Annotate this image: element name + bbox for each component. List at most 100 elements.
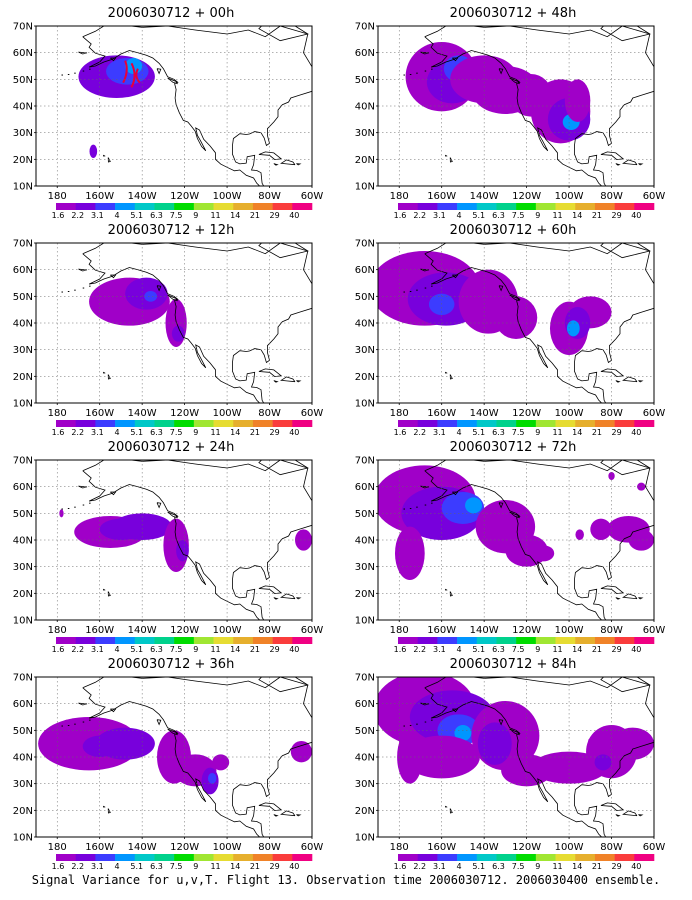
colorbar-swatch xyxy=(56,420,76,427)
colorbar-swatch xyxy=(634,854,655,861)
colorbar-swatch xyxy=(272,637,293,644)
lon-tick-label: 60W xyxy=(643,191,666,202)
lat-tick-label: 70N xyxy=(355,673,375,684)
colorbar-swatch xyxy=(535,420,556,427)
colorbar-level-label: 21 xyxy=(250,211,260,218)
colorbar-level-label: 40 xyxy=(631,862,641,869)
lat-tick-label: 50N xyxy=(13,726,33,737)
colorbar-level-label: 40 xyxy=(631,428,641,435)
colorbar-level-label: 21 xyxy=(592,428,602,435)
colorbar-level-label: 4 xyxy=(457,862,462,869)
colorbar-swatch xyxy=(417,420,438,427)
lat-tick-label: 30N xyxy=(13,345,33,356)
colorbar-level-label: 9 xyxy=(193,645,198,652)
lat-tick-label: 50N xyxy=(13,509,33,520)
colorbar-swatch xyxy=(174,637,195,644)
variance-contour-fill xyxy=(397,730,423,784)
colorbar-swatch xyxy=(154,637,175,644)
colorbar-swatch xyxy=(174,854,195,861)
colorbar-level-label: 14 xyxy=(572,862,582,869)
colorbar-level-label: 29 xyxy=(270,645,280,652)
lon-tick-label: 180 xyxy=(390,408,409,419)
colorbar-swatch xyxy=(174,420,195,427)
lat-tick-label: 40N xyxy=(13,319,33,330)
colorbar-swatch xyxy=(193,203,214,210)
colorbar-level-label: 6.3 xyxy=(150,428,163,435)
colorbar-level-label: 2.2 xyxy=(71,862,84,869)
colorbar-swatch xyxy=(75,637,96,644)
lat-tick-label: 40N xyxy=(355,753,375,764)
panel-title: 2006030712 + 00h xyxy=(107,6,235,21)
colorbar-swatch xyxy=(174,203,195,210)
variance-contour-fill xyxy=(532,545,555,562)
lon-tick-label: 180 xyxy=(48,191,67,202)
colorbar-swatch xyxy=(115,854,136,861)
colorbar-swatch xyxy=(154,854,175,861)
lon-tick-label: 140W xyxy=(470,408,499,419)
colorbar-level-label: 9 xyxy=(535,428,540,435)
panel-title: 2006030712 + 84h xyxy=(449,657,577,672)
panel-title: 2006030712 + 36h xyxy=(107,657,235,672)
lon-tick-label: 160W xyxy=(85,625,114,636)
lon-tick-label: 140W xyxy=(128,625,157,636)
colorbar-swatch xyxy=(555,637,576,644)
colorbar-swatch xyxy=(292,203,313,210)
lat-tick-label: 20N xyxy=(13,589,33,600)
colorbar-level-label: 29 xyxy=(612,211,622,218)
colorbar-swatch xyxy=(292,854,313,861)
lon-tick-label: 140W xyxy=(128,842,157,853)
lon-tick-label: 180 xyxy=(48,625,67,636)
lat-tick-label: 70N xyxy=(355,22,375,33)
colorbar-swatch xyxy=(252,203,273,210)
gridlines xyxy=(378,26,654,186)
lat-tick-label: 40N xyxy=(13,536,33,547)
map-panel-36h: 2006030712 + 36h 70N 60N 50N 40N 30N 20N 10N 18… xyxy=(6,657,336,869)
colorbar-swatch xyxy=(516,420,537,427)
colorbar-swatch xyxy=(154,203,175,210)
colorbar-swatch xyxy=(134,203,155,210)
colorbar-level-label: 7.5 xyxy=(512,211,525,218)
lon-tick-label: 80W xyxy=(600,625,623,636)
lon-tick-label: 180 xyxy=(48,842,67,853)
gridlines xyxy=(36,677,312,837)
colorbar-level-label: 9 xyxy=(193,862,198,869)
colorbar-swatch xyxy=(634,203,655,210)
lon-tick-label: 100W xyxy=(555,408,584,419)
variance-contour-fill xyxy=(144,291,158,302)
lon-tick-label: 60W xyxy=(643,408,666,419)
lat-tick-label: 60N xyxy=(355,48,375,59)
map-panel-00h: 2006030712 + 00h 70N 60N 50N 40N 30N 20N 10N 18… xyxy=(6,6,336,218)
colorbar-level-label: 21 xyxy=(592,645,602,652)
colorbar-swatch xyxy=(252,420,273,427)
lat-tick-label: 20N xyxy=(355,155,375,166)
map-panel-60h: 2006030712 + 60h 70N 60N 50N 40N 30N 20N 10N 18… xyxy=(348,223,678,435)
colorbar-swatch xyxy=(575,854,596,861)
colorbar-swatch xyxy=(476,637,497,644)
colorbar-level-label: 4 xyxy=(115,428,120,435)
lon-tick-label: 180 xyxy=(390,191,409,202)
lon-tick-label: 160W xyxy=(85,842,114,853)
colorbar-level-label: 11 xyxy=(210,428,220,435)
colorbar-level-label: 2.2 xyxy=(413,645,426,652)
colorbar-swatch xyxy=(457,420,478,427)
colorbar-swatch xyxy=(233,420,254,427)
colorbar-swatch xyxy=(575,203,596,210)
lat-tick-label: 20N xyxy=(355,372,375,383)
lat-tick-label: 30N xyxy=(355,128,375,139)
colorbar-swatch xyxy=(154,420,175,427)
colorbar-level-label: 3.1 xyxy=(433,645,446,652)
colorbar-level-label: 9 xyxy=(193,211,198,218)
map-panel-48h: 2006030712 + 48h 70N 60N 50N 40N 30N 20N 10N 18… xyxy=(348,6,678,218)
lat-tick-label: 30N xyxy=(355,562,375,573)
lon-tick-label: 180 xyxy=(390,842,409,853)
colorbar-swatch xyxy=(398,203,418,210)
variance-contour-fill xyxy=(611,727,654,760)
coastline xyxy=(403,243,654,403)
map-svg: 70N 60N 50N 40N 30N 20N 10N 180 160W 140W 120W 100W… xyxy=(13,22,324,219)
lat-tick-label: 10N xyxy=(13,182,33,193)
lon-tick-label: 60W xyxy=(301,191,324,202)
variance-contour-fill xyxy=(171,325,185,342)
lon-tick-label: 60W xyxy=(301,842,324,853)
lat-tick-label: 50N xyxy=(13,292,33,303)
lat-tick-label: 20N xyxy=(355,806,375,817)
